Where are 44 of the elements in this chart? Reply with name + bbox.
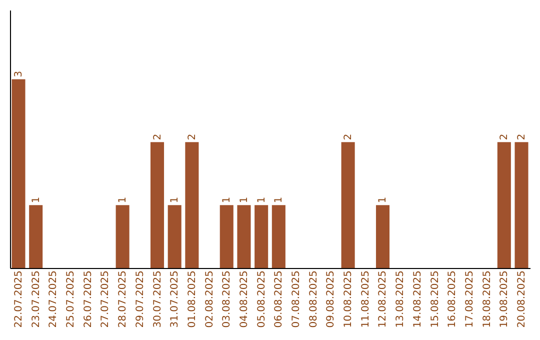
data-label: 2	[516, 134, 528, 140]
x-tick-label: 20.08.2025	[516, 270, 528, 328]
x-tick-label: 17.08.2025	[464, 270, 476, 328]
x-tick-label: 06.08.2025	[274, 270, 285, 328]
data-label: 3	[14, 70, 24, 78]
data-label: 1	[238, 196, 250, 204]
data-label: 2	[186, 134, 198, 140]
x-tick-label: 04.08.2025	[238, 270, 250, 328]
x-tick-label: 16.08.2025	[447, 270, 458, 328]
x-tick-label: 19.08.2025	[499, 270, 510, 328]
x-tick-label: 13.08.2025	[395, 270, 406, 328]
x-tick-label: 08.08.2025	[308, 270, 320, 328]
x-tick-label: 29.07.2025	[134, 270, 146, 328]
x-tick-label: 05.08.2025	[256, 270, 268, 328]
x-tick-label: 28.07.2025	[118, 270, 129, 328]
x-tick-label: 15.08.2025	[430, 270, 441, 328]
x-tick-label: 02.08.2025	[204, 270, 216, 328]
x-tick-label: 07.08.2025	[291, 270, 302, 328]
data-label: 1	[274, 196, 285, 204]
data-label: 2	[343, 134, 354, 140]
data-label: 1	[118, 196, 129, 204]
x-tick-label: 10.08.2025	[343, 270, 354, 328]
data-label: 2	[499, 134, 510, 140]
x-tick-label: 23.07.2025	[30, 270, 42, 328]
x-tick-label: 26.07.2025	[82, 270, 94, 328]
data-label: 1	[256, 196, 268, 204]
data-label: 1	[30, 196, 42, 204]
data-label: 2	[152, 134, 164, 140]
x-tick-label: 11.08.2025	[360, 270, 372, 328]
data-label: 1	[222, 196, 233, 204]
x-tick-label: 09.08.2025	[326, 270, 337, 328]
x-tick-label: 27.07.2025	[100, 270, 112, 328]
x-tick-label: 22.07.2025	[14, 270, 24, 328]
x-tick-label: 30.07.2025	[152, 270, 164, 328]
x-tick-label: 12.08.2025	[378, 270, 389, 328]
data-label: 1	[378, 196, 389, 204]
x-tick-label: 24.07.2025	[48, 270, 60, 328]
data-label: 1	[170, 196, 181, 204]
x-tick-label: 25.07.2025	[66, 270, 77, 328]
x-tick-label: 03.08.2025	[222, 270, 233, 328]
x-tick-label: 14.08.2025	[412, 270, 424, 328]
x-tick-label: 01.08.2025	[186, 270, 198, 328]
x-tick-label: 18.08.2025	[482, 270, 493, 328]
x-tick-label: 31.07.2025	[170, 270, 181, 328]
